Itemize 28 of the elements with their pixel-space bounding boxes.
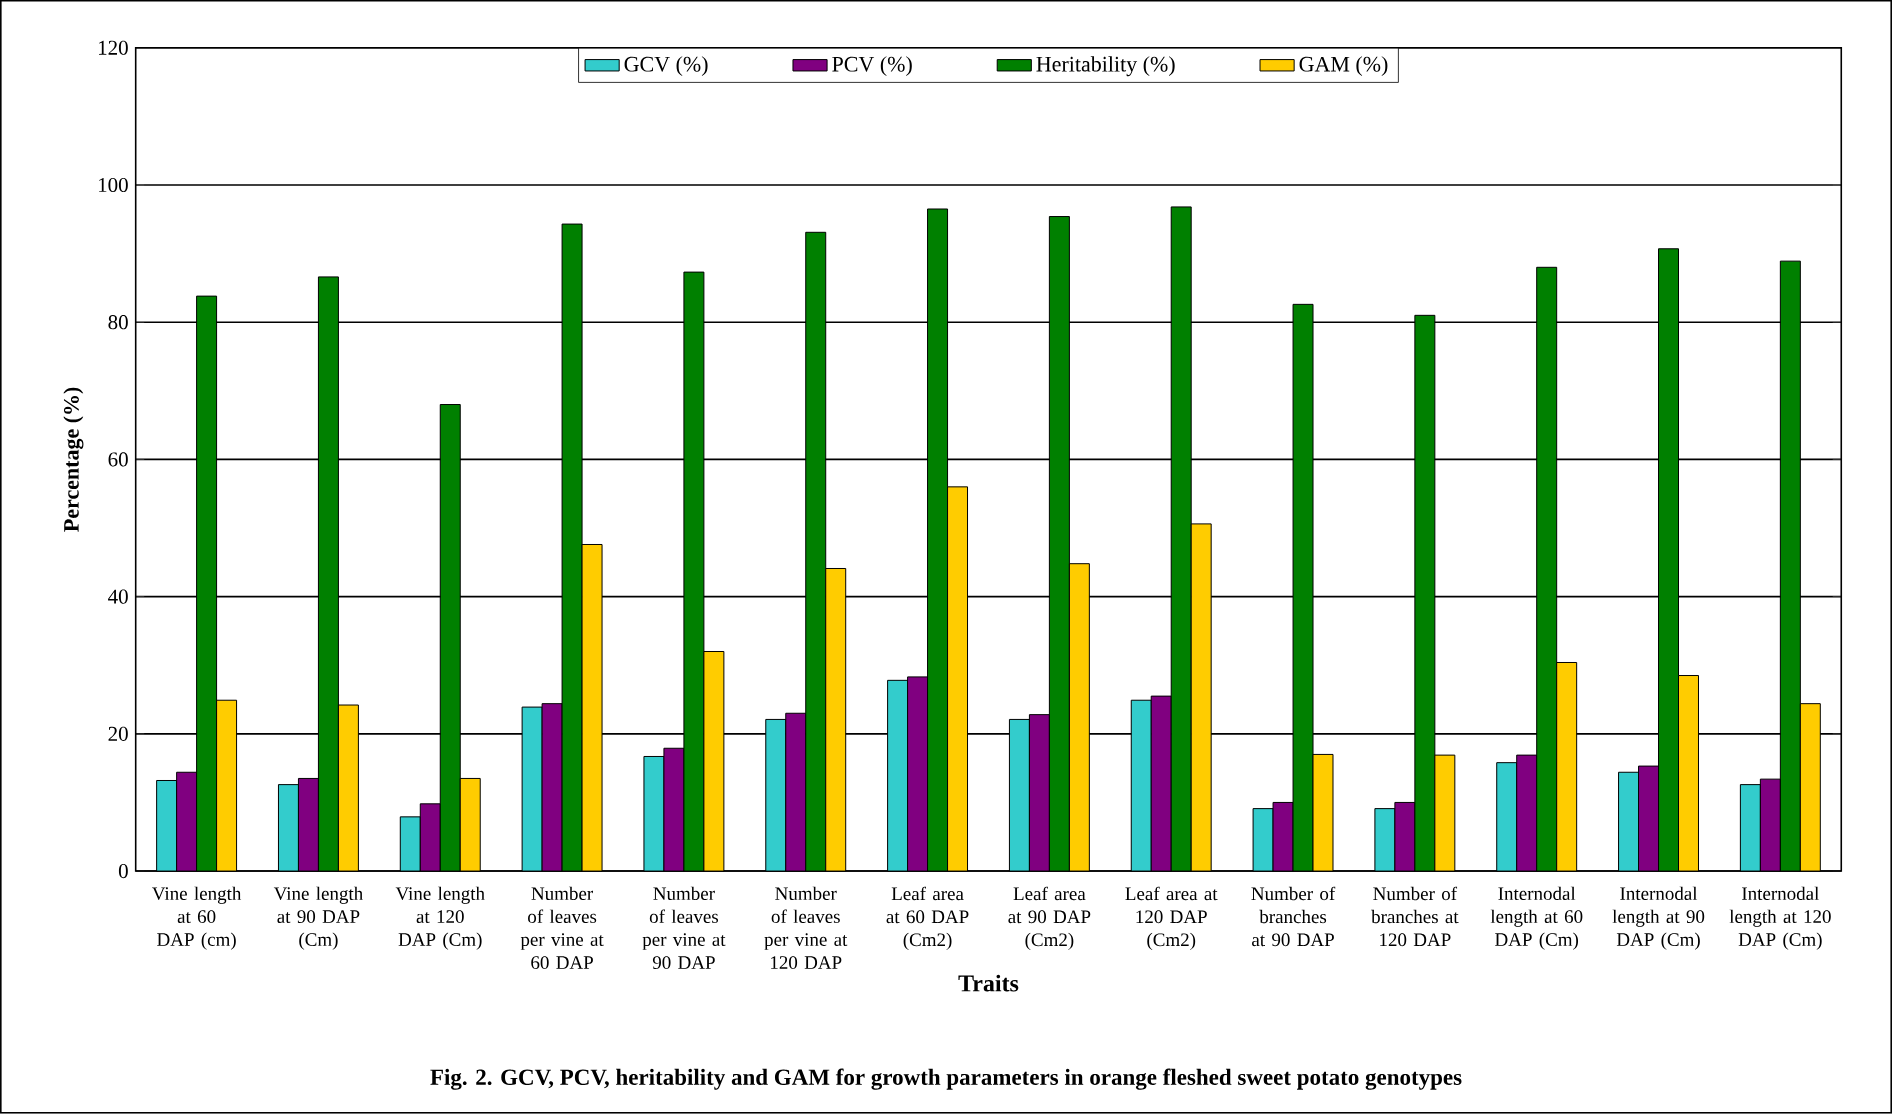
y-tick-label: 20 [108, 726, 128, 742]
x-tick-label: Vine length at 120 DAP (Cm) [395, 886, 485, 950]
y-tick-label: 0 [118, 864, 128, 879]
caption: Fig. 2. GCV, PCV, heritability and GAM for growth parameters in orange fleshed sweet potato genotypes [430, 1068, 1462, 1090]
legend-label: GAM (%) [1299, 56, 1388, 77]
x-tick-label: Number of branches at 90 DAP [1251, 886, 1336, 947]
x-tick-label: Leaf area at 60 DAP (Cm2) [886, 886, 969, 951]
legend-label: Heritability (%) [1036, 56, 1175, 77]
y-axis-title: Percentage (%) [63, 387, 84, 532]
x-tick-label: Number of leaves per vine at 120 DAP [764, 886, 848, 970]
x-tick-label: Vine length at 90 DAP (Cm) [273, 886, 363, 950]
legend-label: GCV (%) [624, 56, 708, 77]
y-tick-label: 120 [99, 40, 128, 56]
x-tick-label: Leaf area at 90 DAP (Cm2) [1008, 886, 1091, 951]
y-tick-label: 80 [108, 315, 128, 330]
x-tick-label: Number of branches at 120 DAP [1371, 886, 1459, 947]
x-tick-label: Number of leaves per vine at 90 DAP [642, 886, 726, 970]
x-axis-title: Traits [958, 974, 1019, 992]
x-tick-label: Number of leaves per vine at 60 DAP [520, 886, 604, 970]
x-tick-label: Vine length at 60 DAP (cm) [152, 886, 242, 950]
y-tick-label: 100 [99, 178, 128, 193]
x-tick-label: Internodal length at 90 DAP (Cm) [1612, 886, 1705, 950]
x-tick-label: Internodal length at 120 DAP (Cm) [1729, 886, 1831, 950]
x-tick-label: Leaf area at 120 DAP (Cm2) [1125, 886, 1218, 951]
legend-label: PCV (%) [832, 56, 912, 77]
x-tick-label: Internodal length at 60 DAP (Cm) [1490, 886, 1583, 950]
y-tick-label: 40 [108, 589, 128, 604]
y-tick-label: 60 [108, 452, 128, 467]
